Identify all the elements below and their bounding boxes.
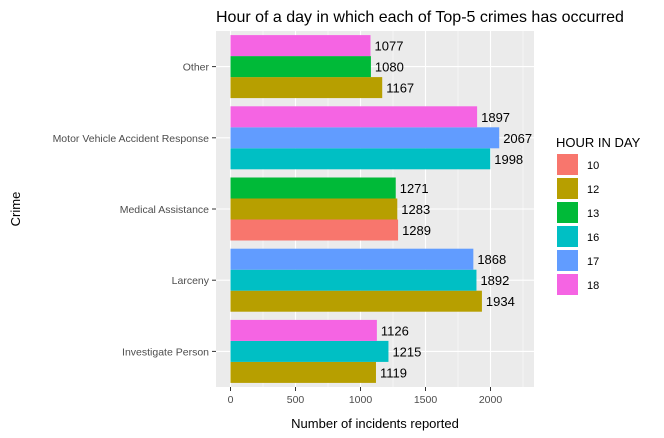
y-tick-label: Investigate Person <box>122 346 209 358</box>
bar <box>230 319 377 341</box>
data-label: 1215 <box>392 344 421 359</box>
data-label: 1077 <box>375 39 404 54</box>
legend-label: 12 <box>587 184 599 196</box>
x-tick-label: 500 <box>287 394 305 406</box>
legend-swatch <box>557 274 578 295</box>
chart-title: Hour of a day in which each of Top-5 cri… <box>216 9 624 26</box>
legend-label: 16 <box>587 232 599 244</box>
bar <box>230 177 396 199</box>
x-axis-title: Number of incidents reported <box>291 416 459 431</box>
y-tick-label: Other <box>183 62 210 74</box>
bar <box>230 148 491 170</box>
legend-label: 18 <box>587 280 599 292</box>
legend-swatch <box>557 250 578 271</box>
y-tick-label: Motor Vehicle Accident Response <box>53 133 210 145</box>
bar <box>230 77 383 99</box>
data-labels-layer: 1167 1080 1077 1998 2067 1897 1289 1283 1271 1934… <box>375 39 533 381</box>
data-label: 1897 <box>481 110 510 125</box>
data-label: 1868 <box>477 252 506 267</box>
legend: HOUR IN DAY 10 12 13 16 17 18 <box>556 135 641 295</box>
legend-title: HOUR IN DAY <box>556 135 641 150</box>
legend-label: 10 <box>587 160 599 172</box>
legend-label: 17 <box>587 256 599 268</box>
bar <box>230 248 474 270</box>
data-label: 1283 <box>401 202 430 217</box>
bar <box>230 56 371 78</box>
y-axis-title: Crime <box>8 192 23 227</box>
bar <box>230 269 477 291</box>
y-tick-label: Larceny <box>172 275 210 287</box>
legend-label: 13 <box>587 208 599 220</box>
y-tick-label: Medical Assistance <box>120 204 209 216</box>
data-label: 2067 <box>503 131 532 146</box>
bar <box>230 219 399 241</box>
bars-layer <box>230 35 500 383</box>
bar <box>230 35 371 57</box>
data-label: 1080 <box>375 60 404 75</box>
data-label: 1289 <box>402 223 431 238</box>
bar <box>230 290 482 312</box>
legend-swatch <box>557 202 578 223</box>
bar <box>230 106 478 128</box>
data-label: 1934 <box>486 294 515 309</box>
x-tick-label: 2000 <box>479 394 503 406</box>
legend-swatch <box>557 178 578 199</box>
data-label: 1119 <box>380 365 407 380</box>
data-label: 1167 <box>386 81 414 96</box>
data-label: 1271 <box>400 181 429 196</box>
legend-swatch <box>557 154 578 175</box>
legend-swatch <box>557 226 578 247</box>
data-label: 1998 <box>494 152 523 167</box>
bar <box>230 198 398 220</box>
y-axis: Other Motor Vehicle Accident Response Medi… <box>53 62 216 358</box>
x-axis: 0 500 1000 1500 2000 <box>228 387 503 406</box>
x-tick-label: 1000 <box>349 394 373 406</box>
bar <box>230 340 389 362</box>
x-tick-label: 0 <box>228 394 234 406</box>
x-tick-label: 1500 <box>414 394 438 406</box>
bar <box>230 361 376 383</box>
data-label: 1126 <box>381 323 409 338</box>
bar <box>230 127 500 149</box>
data-label: 1892 <box>480 273 509 288</box>
